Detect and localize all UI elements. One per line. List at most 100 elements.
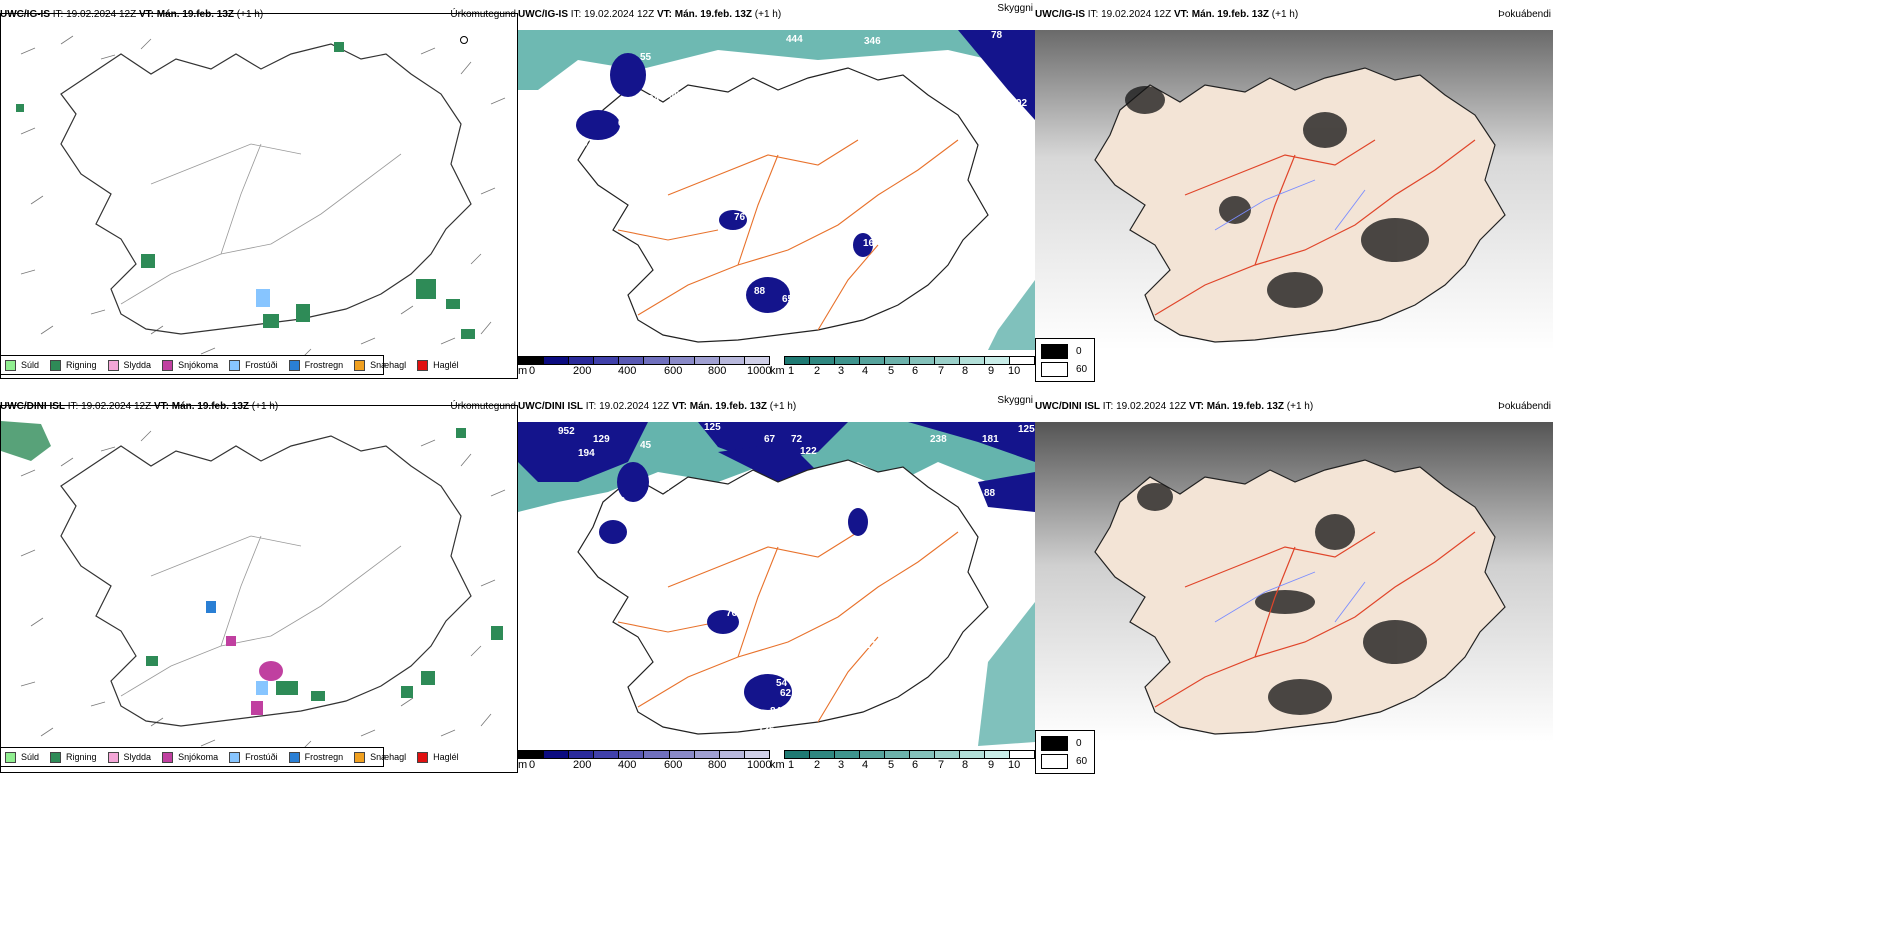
legend-swatch	[162, 751, 174, 763]
rivers	[1214, 179, 1366, 231]
legend-label: Snæhagl	[370, 752, 407, 762]
lead-time: (+1 h)	[1286, 401, 1314, 412]
legend-label: Frostúði	[245, 752, 278, 762]
ceiling-tick: 400	[618, 759, 637, 771]
cloud-base-label: 55	[640, 52, 652, 63]
fog-svg	[1035, 422, 1553, 742]
valid-time: Mán. 19.feb. 13Z	[171, 401, 249, 412]
legend-label: Slydda	[123, 752, 152, 762]
lead-time: (+1 h)	[1271, 9, 1299, 20]
fog-swatch	[1041, 344, 1068, 359]
legend-swatch	[354, 751, 366, 763]
precip-type-svg	[1, 421, 506, 752]
panel-header: UWC/DINI ISL IT: 19.02.2024 12Z VT: Mán.…	[1035, 400, 1553, 414]
cloud-base-label: 125	[704, 422, 721, 433]
legend-swatch	[288, 751, 300, 763]
legend-item: Frostregn	[288, 359, 343, 371]
precip-legend: Súld Rigning Slydda Snjókoma Frostúði Fr…	[0, 355, 459, 375]
ceiling-tick: 1000	[747, 365, 772, 377]
precip-type-map	[0, 405, 518, 773]
cloud-base-label: 80	[764, 608, 776, 619]
cloud-base-label: 45	[640, 440, 652, 451]
legend-label: Snjókoma	[178, 752, 219, 762]
cloud-base-label: 88	[984, 488, 996, 499]
panel-title: Skyggni	[997, 395, 1033, 406]
roads	[120, 535, 402, 697]
fog-legend-item: 0	[1041, 736, 1082, 751]
ceiling-bar	[518, 356, 770, 365]
valid-time: Mán. 19.feb. 13Z	[156, 9, 234, 20]
cloud-base-label: 60	[774, 322, 786, 333]
init-time-label: IT:	[585, 401, 597, 412]
panel-header: UWC/DINI ISL IT: 19.02.2024 12Z VT: Mán.…	[518, 395, 1035, 414]
legend-item: Snæhagl	[354, 751, 407, 763]
lead-time: (+1 h)	[769, 401, 797, 412]
lead-time: (+1 h)	[236, 9, 264, 20]
cloud-base-label: 64	[618, 118, 630, 129]
panel-header: UWC/DINI ISL IT: 19.02.2024 12Z VT: Mán.…	[0, 400, 518, 414]
wind-barbs	[20, 35, 506, 360]
cloud-base-label: 181	[982, 434, 999, 445]
panel-title: Þokuábendi	[1498, 401, 1551, 412]
cloud-cells	[576, 53, 873, 313]
cloud-base-label: 194	[578, 448, 595, 459]
init-time-label: IT:	[52, 9, 64, 20]
precip-type-map	[0, 13, 518, 379]
valid-time-label: VT:	[138, 9, 154, 20]
legend-label: Snjókoma	[178, 360, 219, 370]
fog-swatch	[1041, 754, 1068, 769]
legend-swatch	[417, 359, 429, 371]
cloud-base-labels: 444 346 78 55 100 94 106 64 37 61 92 15 76 12 38 16 16 88…	[582, 30, 1028, 333]
cloud-base-label: 952	[558, 426, 575, 437]
legend-swatch	[50, 751, 62, 763]
visibility-tick: 2	[814, 365, 821, 377]
ceiling-colorbar: m 0 200 400 600 800 1000	[518, 750, 771, 772]
legend-item: Frostúði	[229, 751, 278, 763]
valid-time: Mán. 19.feb. 13Z	[1191, 9, 1269, 20]
cloud-cells	[599, 462, 868, 710]
precip-cells	[16, 42, 475, 339]
fog-legend-label: 0	[1076, 738, 1082, 749]
ceiling-tick: 400	[618, 365, 637, 377]
fog-legend-item: 60	[1041, 754, 1087, 769]
roads	[1154, 139, 1476, 316]
visibility-tick: 5	[888, 759, 895, 771]
ceiling-tick: 600	[664, 759, 683, 771]
cloud-base-label: 155	[754, 626, 771, 637]
panel-header: UWC/IG-IS IT: 19.02.2024 12Z VT: Mán. 19…	[1035, 8, 1553, 22]
marker-circle	[460, 36, 468, 44]
fog-legend-label: 0	[1076, 346, 1082, 357]
cloud-base-label: 67	[764, 434, 776, 445]
cloud-base-label: 51	[754, 318, 766, 329]
legend-item: Frostúði	[229, 359, 278, 371]
cloud-vis-map: 952 129 194 45 125 67 72 122 238 181 125 91 120 92 88 1…	[518, 422, 1035, 746]
visibility-bar	[784, 750, 1035, 759]
fog-map	[1035, 30, 1553, 350]
cloud-base-label: 54	[776, 678, 788, 689]
init-time: 19.02.2024 12Z	[1101, 9, 1172, 20]
visibility-tick: 6	[912, 759, 919, 771]
cloud-base-label: 62	[780, 688, 792, 699]
init-time: 19.02.2024 12Z	[599, 401, 670, 412]
cloud-base-label: 76	[726, 608, 738, 619]
visibility-tick: 4	[862, 365, 869, 377]
legend-swatch	[162, 359, 174, 371]
fog-legend: 0 60	[1035, 338, 1095, 382]
legend-swatch	[5, 359, 16, 371]
cloud-base-label: 65	[782, 294, 794, 305]
legend-item: Snæhagl	[354, 359, 407, 371]
cloud-base-label: 72	[791, 434, 803, 445]
iceland-outline	[577, 67, 989, 343]
cloud-base-label: 126	[758, 724, 775, 735]
visibility-tick: 7	[938, 759, 945, 771]
legend-label: Snæhagl	[370, 360, 407, 370]
fog-legend: 0 60	[1035, 730, 1095, 774]
cloud-base-label: 94	[648, 94, 660, 105]
legend-item: Rigning	[50, 751, 97, 763]
ceiling-colorbar: m 0 200 400 600 800 1000	[518, 356, 772, 378]
panel-header: UWC/IG-IS IT: 19.02.2024 12Z VT: Mán. 19…	[518, 3, 1035, 22]
panel-title: Úrkomutegund	[450, 9, 516, 20]
valid-time-label: VT:	[656, 9, 672, 20]
model-name: UWC/IG-IS	[1035, 9, 1085, 20]
ceiling-tick: 600	[664, 365, 683, 377]
